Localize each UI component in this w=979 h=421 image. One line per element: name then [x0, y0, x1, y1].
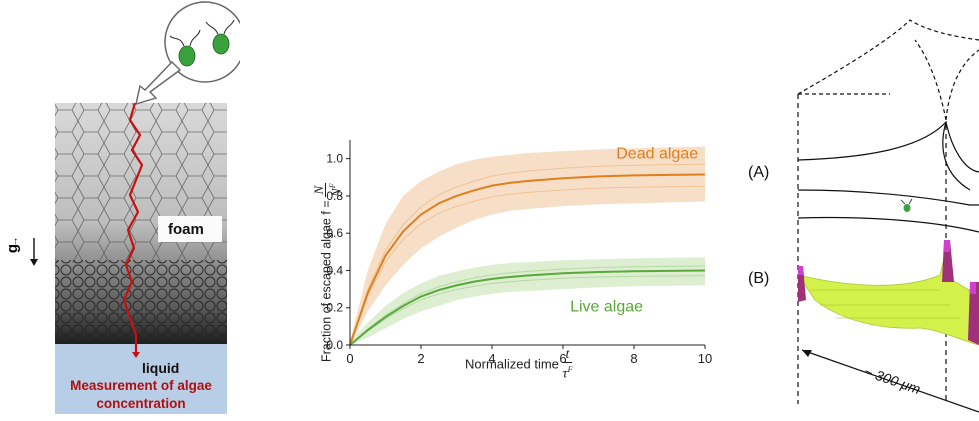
scale-arrow	[801, 349, 979, 413]
x-fraction-denominator: τ	[562, 366, 568, 382]
alga-icon	[178, 45, 196, 67]
x-tick-label: 2	[417, 351, 424, 366]
concentration-surface	[797, 249, 979, 346]
x-tick-label: 8	[630, 351, 637, 366]
label-a: (A)	[748, 164, 770, 181]
x-tick-label: 0	[346, 351, 353, 366]
y-tick-label: 0.0	[326, 338, 343, 352]
series-label: Live algae	[570, 298, 643, 315]
x-tick-label: 4	[488, 351, 495, 366]
confidence-band	[350, 146, 705, 345]
plateau-border-diagram	[797, 19, 979, 413]
y-fraction-denominator: N	[328, 188, 344, 197]
algae-path	[122, 102, 144, 352]
x-tick-label: 10	[698, 351, 712, 366]
confidence-band	[350, 257, 705, 345]
trial-trace	[349, 275, 706, 346]
gravity-vector-icon: →	[9, 236, 21, 247]
trial-trace	[349, 185, 706, 346]
y-axis-label: Fraction of escaped algae f = N NF	[311, 122, 343, 362]
y-tick-label: 0.6	[326, 226, 343, 240]
measurement-line-1: Measurement of algae	[70, 378, 212, 393]
measurement-line-2: concentration	[96, 396, 186, 411]
y-fraction-numerator: N	[311, 183, 326, 197]
y-tick-label: 1.0	[326, 152, 343, 166]
plateau-panel: (A) (B) ~ 300 μm	[740, 0, 979, 421]
series-line	[349, 173, 706, 346]
bubble-arrow-icon	[135, 61, 182, 106]
escape-fraction-chart: Dead algae Live algae 0 2 4 6 8 10 0.0 0.2 0.4 0.6 0…	[326, 140, 712, 366]
label-b: (B)	[748, 270, 770, 287]
liquid-layer	[55, 344, 227, 414]
y-fraction-sup: F	[328, 183, 337, 189]
y-tick-label: 0.2	[326, 301, 343, 315]
y-tick-label: 0.4	[326, 263, 343, 277]
trial-trace	[349, 163, 706, 346]
foam-illustration	[30, 1, 240, 414]
plateau-channel	[797, 120, 979, 173]
trial-trace	[349, 265, 706, 346]
series-label: Dead algae	[616, 146, 698, 163]
x-fraction-sup: F	[567, 365, 573, 374]
x-tick-label: 6	[559, 351, 566, 366]
alga-icon	[903, 204, 911, 212]
concentration-peak	[968, 282, 979, 345]
y-tick-label: 0.8	[326, 189, 343, 203]
alga-icon	[212, 33, 230, 55]
measurement-label: Measurement of algae concentration	[55, 377, 227, 413]
x-axis-label: Normalized time t τF	[465, 348, 573, 382]
x-fraction-numerator: t	[562, 348, 573, 363]
series-line	[349, 269, 706, 346]
foam-label: foam	[168, 221, 204, 238]
chart-panel: Dead algae Live algae 0 2 4 6 8 10 0.0 0.2 0.4 0.6 0…	[280, 120, 730, 421]
foam-panel: g → foam liquid Measurement of algae con…	[0, 0, 240, 421]
x-axis-label-text: Normalized time	[465, 356, 559, 372]
liquid-label: liquid	[142, 360, 180, 376]
y-axis-label-text: Fraction of escaped algae f =	[319, 200, 334, 362]
